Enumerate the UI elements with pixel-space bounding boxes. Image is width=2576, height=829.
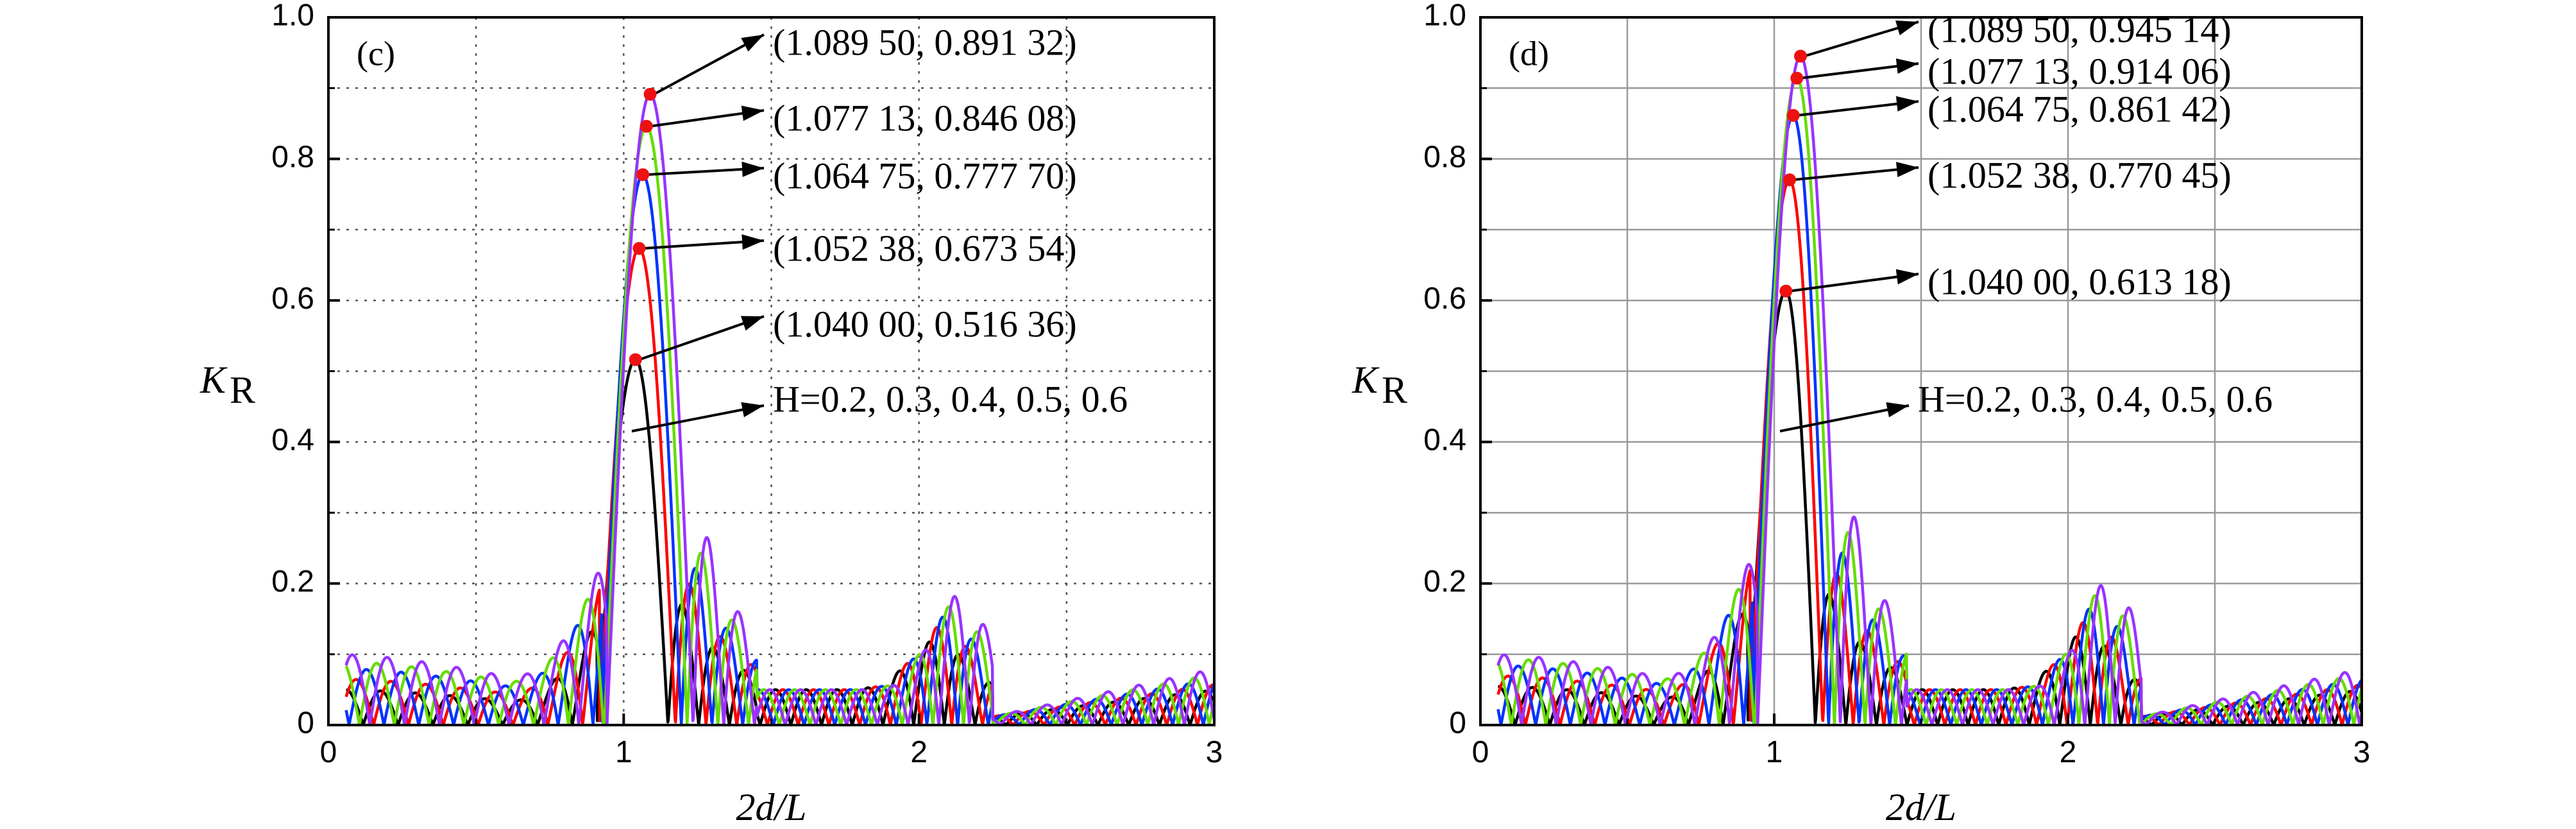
x-tick-label: 2 xyxy=(910,735,928,769)
peak-marker xyxy=(1793,49,1807,63)
y-tick-label: 0.8 xyxy=(271,140,314,174)
y-tick-label: 0 xyxy=(1449,706,1466,740)
y-axis-label: K xyxy=(1352,359,1380,401)
x-tick-label: 3 xyxy=(2353,735,2371,769)
annotation-label: (1.040 00, 0.613 18) xyxy=(1928,261,2232,302)
annotation-label: (1.064 75, 0.777 70) xyxy=(773,155,1077,196)
y-axis-label-subscript: R xyxy=(1382,369,1407,411)
x-axis-label: 2d/L xyxy=(736,786,806,828)
y-tick-label: 0.6 xyxy=(1423,282,1466,316)
y-tick-label: 0.6 xyxy=(271,282,314,316)
y-tick-label: 0.4 xyxy=(1423,423,1466,457)
annotation-label: (1.064 75, 0.861 42) xyxy=(1928,88,2232,130)
series-parameter-label: H=0.2, 0.3, 0.4, 0.5, 0.6 xyxy=(1918,378,2273,420)
y-tick-label: 0.2 xyxy=(1423,565,1466,599)
annotation-arrow xyxy=(639,315,765,361)
series-line-0 xyxy=(345,358,1216,727)
x-tick-label: 3 xyxy=(1206,735,1223,769)
annotation-label: (1.089 50, 0.945 14) xyxy=(1928,8,2232,50)
peak-marker xyxy=(1783,173,1796,187)
peak-marker xyxy=(632,242,646,255)
peak-marker xyxy=(643,87,657,101)
annotation-label: (1.089 50, 0.891 32) xyxy=(773,21,1077,63)
annotation-arrowhead xyxy=(741,105,764,121)
series-parameter-label: H=0.2, 0.3, 0.4, 0.5, 0.6 xyxy=(773,378,1128,420)
y-tick-label: 0 xyxy=(297,706,314,740)
y-tick-label: 1.0 xyxy=(271,0,314,33)
annotation-label: (1.040 00, 0.516 36) xyxy=(773,303,1077,345)
y-tick-label: 0.8 xyxy=(1423,140,1466,174)
peak-marker xyxy=(1779,284,1793,298)
x-tick-label: 0 xyxy=(320,735,337,769)
annotation-arrowhead xyxy=(1895,96,1919,112)
annotation-arrowhead xyxy=(1895,269,1919,285)
annotation-arrowhead xyxy=(741,161,764,177)
annotation-label: (1.052 38, 0.673 54) xyxy=(773,227,1077,269)
series-line-3 xyxy=(344,124,1216,727)
peak-marker xyxy=(1786,108,1800,122)
y-tick-label: 0.2 xyxy=(271,565,314,599)
series-line-4 xyxy=(344,92,1216,727)
annotation-arrowhead xyxy=(741,234,764,250)
annotation-label: (1.077 13, 0.914 06) xyxy=(1928,50,2232,92)
annotation-arrowhead xyxy=(740,316,764,331)
x-tick-label: 2 xyxy=(2060,735,2077,769)
peak-marker xyxy=(629,353,642,366)
series-line-0 xyxy=(1496,289,2364,727)
x-tick-label: 1 xyxy=(615,735,632,769)
h-label-arrowhead xyxy=(1886,402,1909,418)
annotation-arrowhead xyxy=(1896,162,1919,178)
annotation-label: (1.077 13, 0.846 08) xyxy=(773,97,1077,139)
h-label-arrowhead xyxy=(741,402,764,418)
x-tick-label: 0 xyxy=(1472,735,1489,769)
panel-label: (d) xyxy=(1509,34,1549,73)
peak-marker xyxy=(1790,71,1804,85)
annotation-arrowhead xyxy=(1895,20,1919,36)
h-label-arrow xyxy=(631,404,765,432)
x-tick-label: 1 xyxy=(1766,735,1783,769)
y-axis-label-subscript: R xyxy=(230,369,255,411)
chart-panel-c: (1.089 50, 0.891 32) (1.077 13, 0.846 08)… xyxy=(199,0,1223,828)
annotation-arrowhead xyxy=(1895,58,1919,74)
y-axis-label: K xyxy=(199,359,228,401)
panel-label: (c) xyxy=(357,34,395,73)
peak-marker xyxy=(640,119,653,133)
annotation-arrowhead xyxy=(741,35,764,52)
x-axis-label: 2d/L xyxy=(1886,786,1956,828)
series-line-4 xyxy=(1496,55,2364,727)
annotation-label: (1.052 38, 0.770 45) xyxy=(1928,154,2232,196)
h-label-arrow xyxy=(1779,404,1910,432)
y-tick-label: 1.0 xyxy=(1423,0,1466,33)
chart-panel-d: (1.089 50, 0.945 14)(1.077 13, 0.914 06)… xyxy=(1352,0,2370,828)
series-line-2 xyxy=(1496,114,2363,727)
peak-marker xyxy=(636,168,650,182)
y-tick-label: 0.4 xyxy=(271,423,314,457)
